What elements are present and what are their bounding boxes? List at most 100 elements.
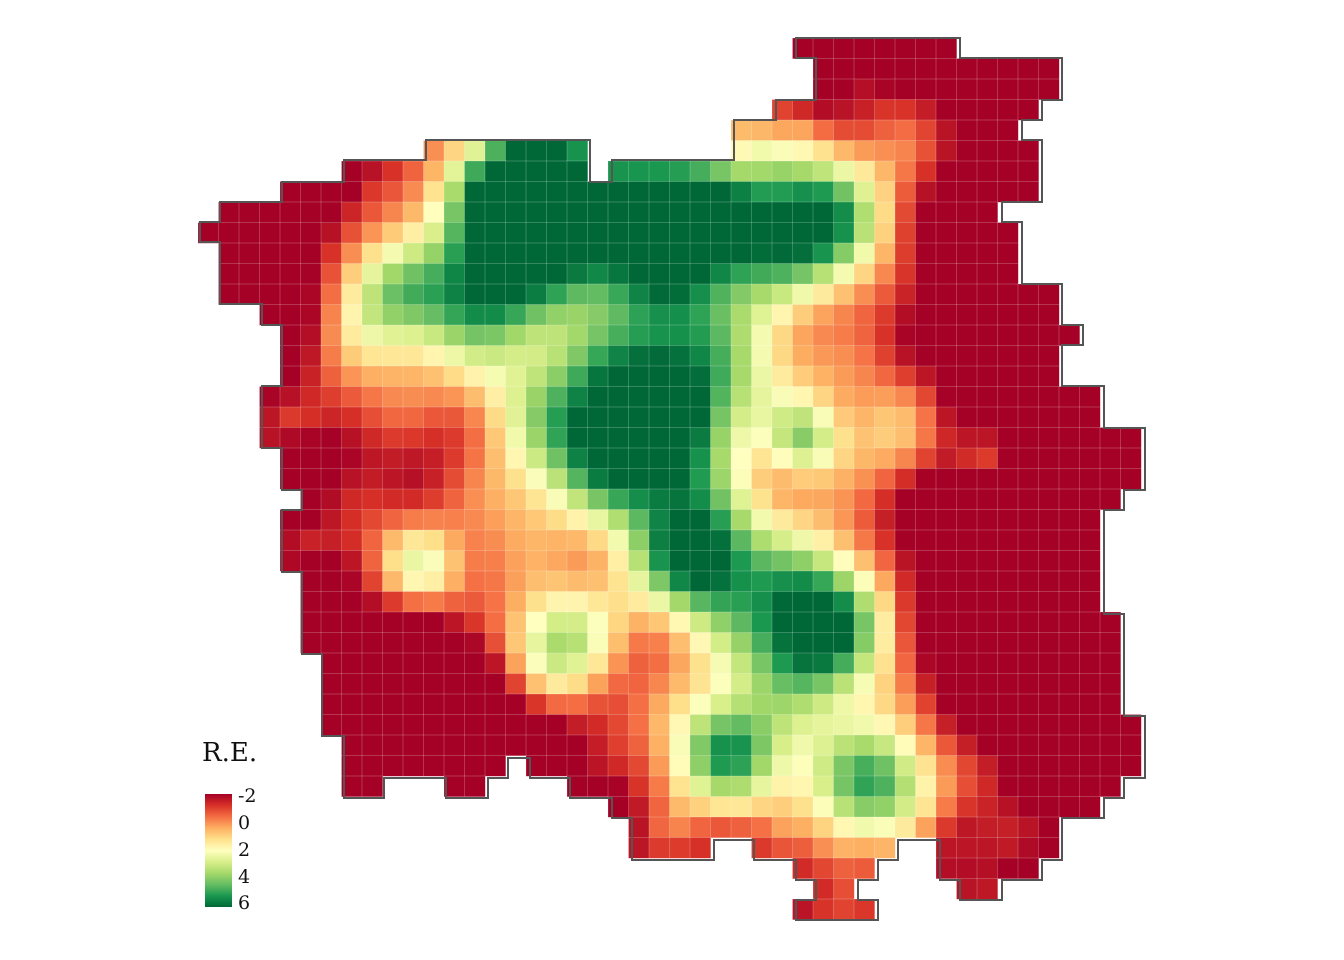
map-cell bbox=[1058, 755, 1081, 777]
map-cell bbox=[566, 673, 589, 695]
map-cell bbox=[1038, 529, 1060, 552]
map-cell bbox=[464, 345, 486, 367]
map-cell bbox=[648, 529, 671, 552]
map-cell bbox=[443, 734, 466, 757]
map-cell bbox=[689, 345, 712, 367]
map-cell bbox=[320, 509, 343, 531]
map-cell bbox=[751, 796, 773, 818]
map-cell bbox=[833, 837, 855, 859]
map-cell bbox=[320, 488, 343, 511]
map-cell bbox=[628, 283, 650, 306]
map-cell bbox=[628, 427, 650, 449]
map-cell bbox=[566, 468, 589, 490]
map-cell bbox=[956, 550, 978, 572]
map-cell bbox=[812, 181, 835, 203]
map-cell bbox=[587, 714, 609, 736]
legend-tick-label: 0 bbox=[238, 812, 251, 834]
map-cell bbox=[976, 857, 999, 880]
map-cell bbox=[689, 283, 712, 306]
map-cell bbox=[874, 796, 896, 818]
map-cell bbox=[1120, 447, 1142, 470]
map-cell bbox=[443, 386, 466, 408]
map-cell bbox=[443, 775, 466, 798]
map-cell bbox=[853, 99, 876, 121]
map-cell bbox=[997, 509, 1019, 531]
map-cell bbox=[771, 365, 794, 388]
map-cell bbox=[361, 693, 384, 716]
map-cell bbox=[935, 714, 958, 736]
map-cell bbox=[443, 324, 466, 347]
map-cell bbox=[812, 324, 835, 347]
map-cell bbox=[546, 550, 568, 572]
map-cell bbox=[525, 242, 548, 265]
map-cell bbox=[566, 324, 589, 347]
map-cell bbox=[894, 447, 917, 470]
map-cell bbox=[792, 99, 814, 121]
map-cell bbox=[935, 796, 958, 818]
map-cell bbox=[710, 816, 732, 839]
map-cell bbox=[279, 345, 302, 367]
map-cell bbox=[894, 796, 917, 818]
map-cell bbox=[382, 263, 404, 285]
map-cell bbox=[894, 78, 917, 101]
map-cell bbox=[423, 693, 445, 716]
map-cell bbox=[853, 714, 876, 736]
map-cell bbox=[1079, 406, 1101, 429]
map-cell bbox=[484, 222, 507, 244]
map-cell bbox=[587, 222, 609, 244]
map-cell bbox=[259, 283, 281, 306]
map-cell bbox=[361, 181, 384, 203]
map-cell bbox=[874, 468, 896, 490]
map-cell bbox=[997, 468, 1019, 490]
map-cell bbox=[607, 591, 630, 613]
map-cell bbox=[628, 796, 650, 818]
map-cell bbox=[320, 201, 343, 224]
map-cell bbox=[915, 160, 937, 183]
map-cell bbox=[997, 78, 1019, 101]
map-cell bbox=[607, 673, 630, 695]
map-cell bbox=[935, 58, 958, 80]
map-cell bbox=[648, 324, 671, 347]
map-cell bbox=[956, 78, 978, 101]
map-cell bbox=[1038, 509, 1060, 531]
map-cell bbox=[812, 160, 835, 183]
map-cell bbox=[505, 509, 527, 531]
map-cell bbox=[915, 591, 937, 613]
map-cell bbox=[628, 242, 650, 265]
map-cell bbox=[1017, 345, 1040, 367]
map-cell bbox=[669, 673, 691, 695]
map-cell bbox=[669, 283, 691, 306]
map-cell bbox=[956, 345, 978, 367]
map-cell bbox=[997, 283, 1019, 306]
map-cell bbox=[894, 468, 917, 490]
map-cell bbox=[874, 365, 896, 388]
map-cell bbox=[587, 304, 609, 326]
map-cell bbox=[361, 714, 384, 736]
map-cell bbox=[792, 324, 814, 347]
map-cell bbox=[464, 468, 486, 490]
map-cell bbox=[525, 222, 548, 244]
map-cell bbox=[402, 673, 425, 695]
map-cell bbox=[484, 488, 507, 511]
map-cell bbox=[1017, 140, 1040, 162]
map-cell bbox=[935, 78, 958, 101]
map-cell bbox=[935, 570, 958, 593]
map-cell bbox=[956, 755, 978, 777]
map-cell bbox=[1079, 673, 1101, 695]
map-cell bbox=[341, 365, 363, 388]
map-cell bbox=[956, 283, 978, 306]
map-cell bbox=[546, 181, 568, 203]
map-cell bbox=[566, 263, 589, 285]
map-cell bbox=[874, 304, 896, 326]
map-cell bbox=[771, 160, 794, 183]
map-cell bbox=[587, 406, 609, 429]
map-cell bbox=[751, 427, 773, 449]
map-cell bbox=[730, 591, 753, 613]
map-cell bbox=[689, 427, 712, 449]
map-cell bbox=[648, 816, 671, 839]
map-cell bbox=[771, 652, 794, 675]
map-cell bbox=[525, 201, 548, 224]
legend-title: R.E. bbox=[202, 738, 258, 768]
map-cell bbox=[1079, 714, 1101, 736]
map-cell bbox=[566, 632, 589, 654]
